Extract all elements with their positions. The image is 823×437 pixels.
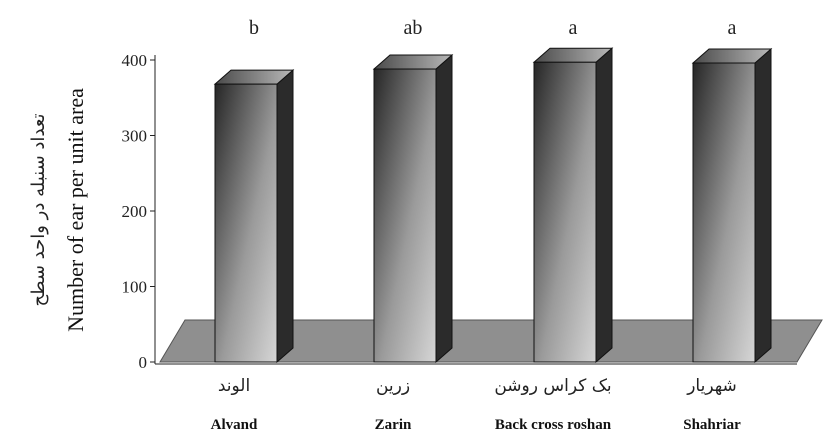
bar-front [373, 68, 437, 363]
y-tick-label: 300 [122, 127, 148, 146]
y-tick-label: 0 [139, 353, 148, 372]
y-tick-label: 100 [122, 278, 148, 297]
bar-front [692, 62, 756, 363]
significance-letter: a [728, 17, 737, 39]
bar-side [435, 53, 453, 364]
category-label-english: Zarin [375, 417, 412, 433]
significance-letter: ab [404, 17, 423, 39]
bar-front [533, 61, 597, 363]
bar-side [595, 47, 613, 364]
category-label-english: Alvand [211, 417, 258, 433]
bar-side [754, 47, 772, 364]
y-tick-label: 400 [122, 51, 148, 70]
significance-letter: a [569, 17, 578, 39]
y-tick-label: 200 [122, 202, 148, 221]
category-label-persian: زرین [376, 376, 410, 396]
bars [213, 47, 773, 364]
category-label-persian: الوند [218, 376, 250, 396]
category-label-english: Back cross roshan [495, 417, 612, 433]
bar [372, 53, 454, 364]
bar [691, 47, 773, 364]
y-axis-label-english: Number of ear per unit area [63, 88, 88, 332]
category-label-english: Shahriar [683, 417, 741, 433]
category-label-persian: بک کراس روشن [494, 376, 611, 396]
bar [213, 69, 295, 364]
bar-front [214, 83, 278, 363]
y-ticks: 0 100 200 300 400 [122, 51, 155, 372]
y-axis-label-persian: تعداد سنبله در واحد سطح [28, 113, 49, 306]
bar-side [276, 69, 294, 364]
category-label-persian: شهریار [686, 376, 737, 396]
bar [532, 47, 614, 364]
significance-letter: b [249, 17, 259, 39]
category-labels: b الوند Alvand ab زرین Zarin a بک کراس روشن Back… [211, 17, 741, 433]
